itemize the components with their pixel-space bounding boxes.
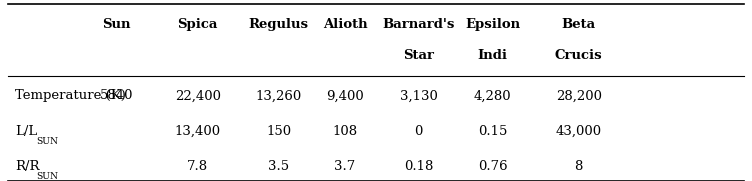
Text: 8: 8 [575, 160, 583, 173]
Text: 28,200: 28,200 [556, 89, 602, 102]
Text: R/R: R/R [15, 160, 39, 173]
Text: 5840: 5840 [100, 89, 133, 102]
Text: Barnard's: Barnard's [383, 18, 455, 31]
Text: 3.5: 3.5 [268, 160, 290, 173]
Text: Spica: Spica [177, 18, 218, 31]
Text: L/L: L/L [15, 125, 37, 138]
Text: Regulus: Regulus [249, 18, 309, 31]
Text: 43,000: 43,000 [556, 125, 602, 138]
Text: SUN: SUN [36, 136, 59, 146]
Text: 13,260: 13,260 [256, 89, 302, 102]
Text: 0: 0 [414, 125, 423, 138]
Text: Indi: Indi [478, 49, 508, 62]
Text: Star: Star [403, 49, 434, 62]
Text: 3,130: 3,130 [400, 89, 438, 102]
Text: Beta: Beta [562, 18, 596, 31]
Text: 7.8: 7.8 [187, 160, 208, 173]
Text: Temperature (K): Temperature (K) [15, 89, 126, 102]
Text: 0.76: 0.76 [478, 160, 508, 173]
Text: Alioth: Alioth [323, 18, 368, 31]
Text: 108: 108 [332, 125, 358, 138]
Text: 4,280: 4,280 [474, 89, 511, 102]
Text: Crucis: Crucis [555, 49, 602, 62]
Text: 0.15: 0.15 [478, 125, 507, 138]
Text: 0.18: 0.18 [404, 160, 433, 173]
Text: SUN: SUN [36, 172, 59, 181]
Text: 13,400: 13,400 [174, 125, 221, 138]
Text: Sun: Sun [102, 18, 131, 31]
Text: 9,400: 9,400 [326, 89, 364, 102]
Text: 3.7: 3.7 [335, 160, 356, 173]
Text: 22,400: 22,400 [174, 89, 220, 102]
Text: Epsilon: Epsilon [465, 18, 520, 31]
Text: 150: 150 [266, 125, 291, 138]
